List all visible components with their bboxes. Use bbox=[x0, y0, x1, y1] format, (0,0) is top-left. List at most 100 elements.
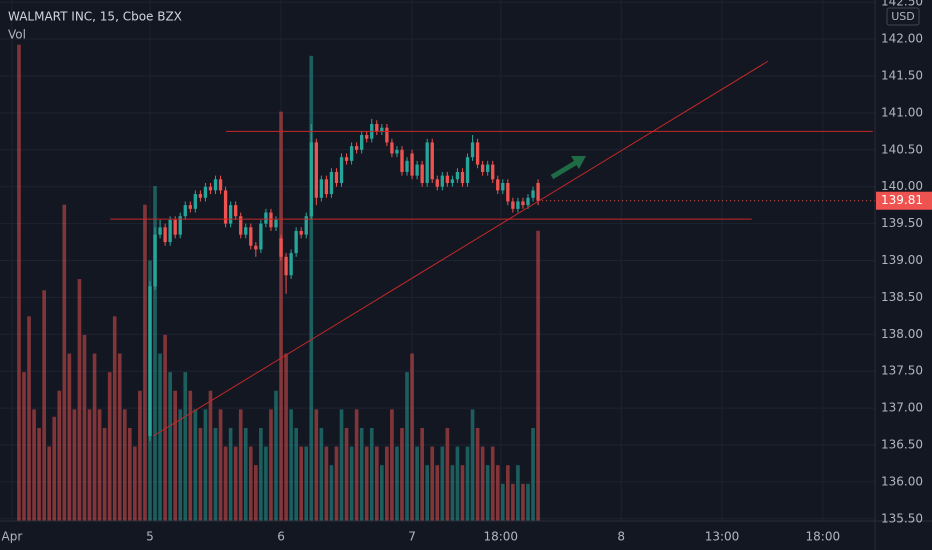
volume-bar bbox=[324, 446, 329, 521]
volume-bar bbox=[475, 427, 480, 521]
currency-box bbox=[886, 7, 920, 26]
volume-bar bbox=[178, 409, 183, 521]
volume-bar bbox=[480, 446, 485, 521]
candle-body bbox=[319, 179, 324, 198]
candle-body bbox=[314, 142, 318, 198]
volume-bar bbox=[87, 409, 92, 521]
volume-bar bbox=[42, 290, 46, 521]
candle-body bbox=[244, 227, 248, 235]
volume-bar bbox=[193, 409, 198, 521]
volume-bar bbox=[57, 390, 62, 521]
volume-bar bbox=[470, 409, 475, 521]
candle-body bbox=[294, 230, 298, 254]
candle-body bbox=[259, 223, 263, 250]
volume-bar bbox=[374, 446, 379, 521]
candle-body bbox=[309, 142, 313, 217]
candle-body bbox=[405, 160, 409, 172]
volume-bar bbox=[158, 353, 162, 521]
volume-bar bbox=[344, 427, 349, 521]
volume-bar bbox=[511, 483, 515, 521]
candle-body bbox=[208, 186, 213, 191]
volume-bar bbox=[465, 446, 470, 521]
volume-bar bbox=[198, 427, 203, 521]
volume-bar bbox=[82, 334, 87, 521]
x-tick-label: Apr bbox=[2, 530, 23, 544]
candle-body bbox=[334, 171, 339, 184]
volume-bar bbox=[299, 446, 304, 521]
volume-bar bbox=[122, 409, 127, 521]
volume-bar bbox=[400, 427, 404, 521]
candle-body bbox=[511, 201, 515, 209]
candle-body bbox=[390, 142, 394, 154]
candle-body bbox=[354, 146, 359, 150]
candle-body bbox=[486, 164, 490, 172]
volume-bar bbox=[269, 409, 273, 521]
volume-bar bbox=[395, 446, 399, 521]
candle-body bbox=[329, 171, 334, 195]
y-tick-label: 135.50 bbox=[881, 511, 923, 525]
volume-label: Vol bbox=[8, 28, 26, 42]
candle-body bbox=[395, 149, 399, 154]
candle-body bbox=[183, 205, 187, 217]
y-tick-label: 139.50 bbox=[881, 216, 923, 230]
volume-bar bbox=[359, 427, 364, 521]
volume-bar bbox=[304, 446, 309, 521]
candle-body bbox=[526, 197, 530, 206]
candle-body bbox=[218, 179, 223, 191]
volume-bar bbox=[77, 279, 82, 521]
volume-bar bbox=[228, 427, 233, 521]
volume-bar bbox=[203, 409, 208, 521]
y-tick-label: 142.50 bbox=[881, 0, 923, 9]
candle-body bbox=[264, 212, 268, 224]
volume-bar bbox=[314, 409, 319, 521]
candle-body bbox=[223, 190, 228, 224]
volume-bar bbox=[531, 427, 535, 521]
x-tick-label: 13:00 bbox=[705, 530, 740, 544]
volume-bar bbox=[425, 465, 430, 521]
volume-bar bbox=[339, 409, 344, 521]
y-tick-label: 136.00 bbox=[881, 474, 923, 488]
y-tick-label: 141.00 bbox=[881, 105, 923, 119]
candle-body bbox=[475, 142, 480, 165]
y-tick-label: 141.50 bbox=[881, 69, 923, 83]
candle-body bbox=[173, 219, 177, 235]
candle-body bbox=[450, 179, 455, 184]
volume-bar bbox=[490, 446, 495, 521]
volume-bar bbox=[153, 186, 157, 521]
y-tick-label: 138.00 bbox=[881, 327, 923, 341]
candle-body bbox=[239, 216, 243, 235]
candle-body bbox=[455, 171, 460, 180]
candle-body bbox=[506, 183, 510, 202]
candle-body bbox=[349, 146, 354, 161]
volume-bar bbox=[238, 409, 243, 521]
candle-body bbox=[269, 212, 273, 228]
y-tick-label: 137.50 bbox=[881, 364, 923, 378]
volume-bar bbox=[364, 446, 369, 521]
volume-bar bbox=[450, 465, 455, 521]
candle-body bbox=[365, 135, 369, 139]
volume-bar bbox=[334, 446, 339, 521]
candle-body bbox=[480, 164, 485, 172]
volume-bar bbox=[37, 427, 41, 521]
volume-bar bbox=[52, 416, 57, 521]
volume-bar bbox=[440, 446, 445, 521]
candle-body bbox=[430, 142, 434, 180]
candle-body bbox=[178, 216, 182, 235]
x-tick-label: 18:00 bbox=[806, 530, 841, 544]
candle-body bbox=[385, 127, 389, 143]
last-price-label: 139.81 bbox=[881, 193, 923, 207]
volume-bar bbox=[47, 446, 52, 521]
candle-body bbox=[435, 179, 439, 187]
volume-bar bbox=[138, 390, 142, 521]
volume-bar bbox=[354, 409, 359, 521]
candle-body bbox=[491, 164, 495, 180]
candle-body bbox=[228, 205, 233, 224]
x-tick-label: 18:00 bbox=[483, 530, 518, 544]
volume-bar bbox=[289, 409, 293, 521]
volume-bar bbox=[173, 390, 178, 521]
volume-bar bbox=[97, 409, 102, 521]
candle-body bbox=[289, 253, 293, 276]
y-tick-label: 136.50 bbox=[881, 437, 923, 451]
